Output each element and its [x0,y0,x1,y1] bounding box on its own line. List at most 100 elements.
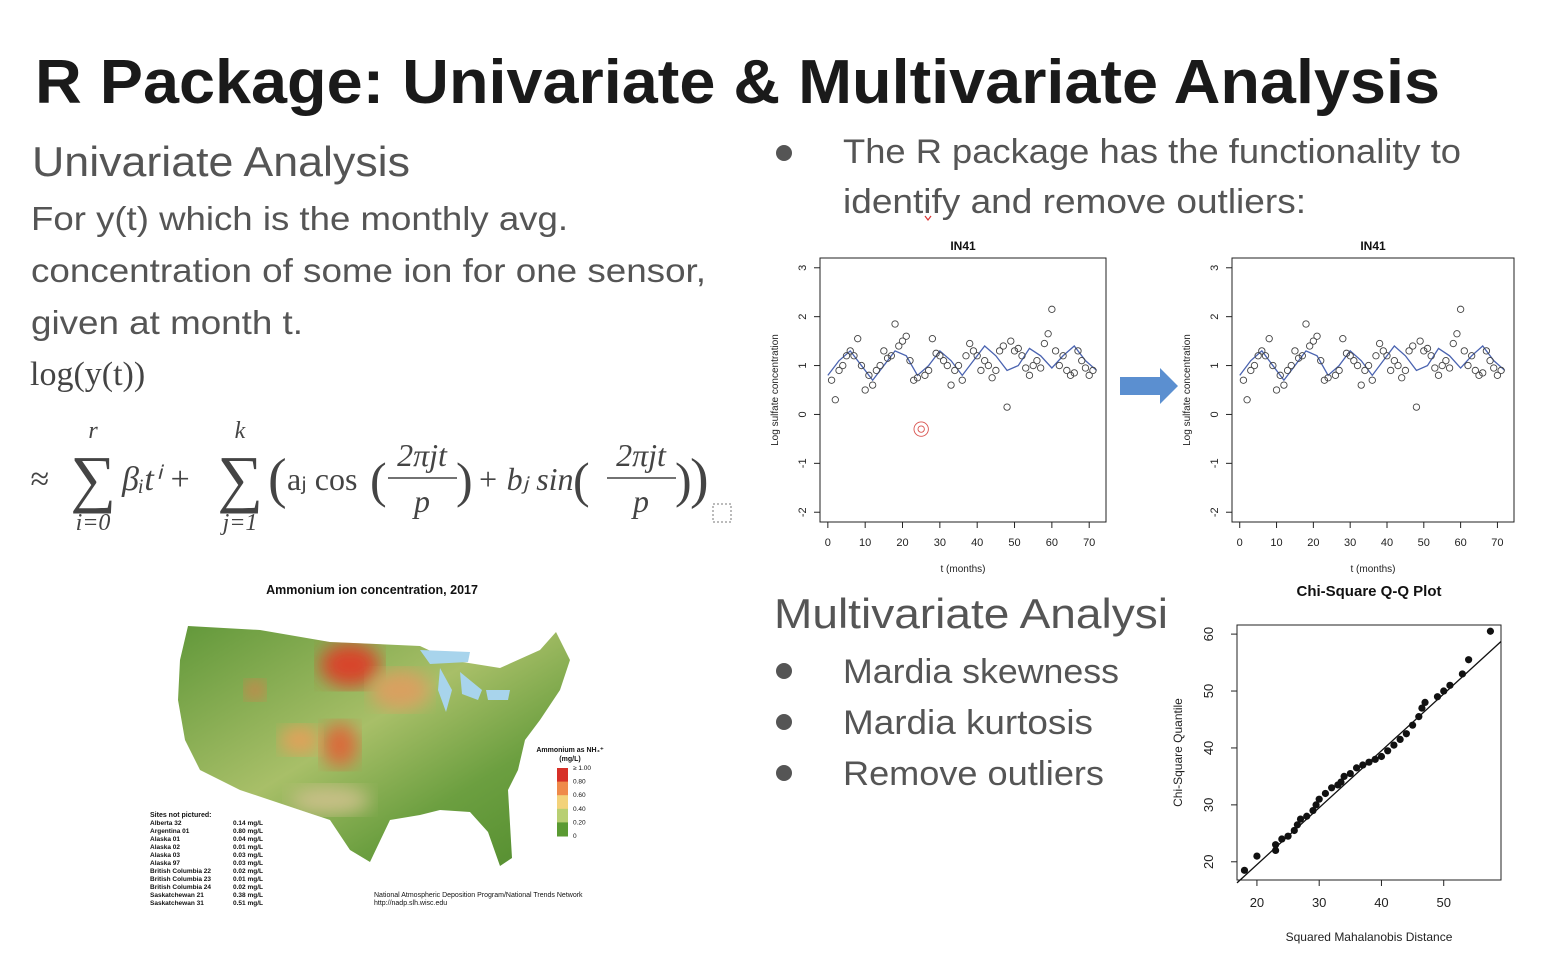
data-point [921,371,929,379]
x-tick-label: 10 [859,537,871,549]
data-point [895,342,903,350]
fraction-denominator: p [412,483,430,519]
data-point [943,361,951,370]
data-point [1240,866,1249,874]
data-point [880,347,888,355]
y-tick-label: 40 [1201,741,1216,755]
y-tick-label: 60 [1201,627,1216,641]
site-value: 0.03 mg/L [233,860,263,867]
data-point [1278,835,1286,843]
data-point [1486,357,1494,365]
data-point [1250,361,1259,370]
data-point [1408,721,1417,729]
data-point [1014,344,1022,353]
legend-tick-label: 0.40 [573,806,586,813]
paren: ) [456,452,473,508]
data-point [910,376,918,384]
sum-lower: j=1 [220,510,258,536]
data-point [1339,335,1347,343]
x-tick-label: 20 [1307,537,1319,549]
data-point [1465,656,1473,664]
plot-title: Chi-Square Q-Q Plot [1296,583,1441,600]
x-tick-label: 50 [1008,537,1020,549]
data-point [1420,347,1428,355]
legend-swatch [557,822,568,837]
data-point [1401,366,1410,375]
data-point [984,361,993,370]
data-point [966,339,974,348]
data-point [1464,361,1472,370]
site-name: Alaska 01 [150,836,180,843]
x-tick-label: 40 [1374,895,1388,910]
site-name: British Columbia 23 [150,876,211,883]
y-tick-label: 0 [1209,411,1221,417]
x-tick-label: 30 [934,537,946,549]
sum-upper: k [235,418,246,444]
site-value: 0.80 mg/L [233,828,263,835]
data-point [1412,403,1421,411]
x-axis-label: t (months) [1350,564,1395,575]
data-point [872,366,881,375]
x-tick-label: 20 [896,537,908,549]
data-point [1493,371,1502,379]
data-point [891,320,899,328]
site-value: 0.02 mg/L [233,884,263,891]
x-tick-label: 0 [1237,537,1243,549]
data-point [1440,687,1448,695]
data-point [1272,841,1280,849]
data-point [1029,361,1037,370]
formula-term: βᵢtⁱ + [121,461,191,498]
data-point [1078,357,1086,365]
data-point [1458,670,1466,678]
data-point [1025,371,1034,379]
y-tick-label: 20 [1201,855,1216,869]
y-tick-label: 1 [797,362,809,368]
y-tick-label: -1 [1209,458,1221,468]
y-axis-label: Log sulfate concentration [770,334,781,446]
bullet-text: identify and remove outliers: [843,183,1306,221]
slide-title: R Package: Univariate & Multivariate Ana… [35,48,1440,117]
bullet [776,765,792,781]
data-point [988,374,996,382]
data-point [1321,789,1330,798]
y-tick-label: -1 [797,458,809,468]
data-point [1055,361,1063,370]
fraction-denominator: p [631,483,649,519]
data-point [992,366,1000,375]
data-point [1427,352,1435,360]
site-name: Alaska 97 [150,860,180,867]
data-point [839,361,847,370]
data-point [1081,364,1090,372]
map-title: Ammonium ion concentration, 2017 [266,583,478,597]
data-point [973,352,981,360]
data-point [1291,347,1299,355]
y-tick-label: 2 [1209,314,1221,320]
data-point [857,361,866,370]
data-point [936,352,944,360]
data-point [1335,366,1343,375]
data-point [1372,352,1380,360]
data-point [827,376,836,384]
data-point [1044,330,1052,338]
data-point [1377,752,1386,761]
data-point [1453,330,1461,338]
data-point [1449,339,1457,348]
data-point [1280,381,1288,389]
x-axis-label: Squared Mahalanobis Distance [1286,930,1453,944]
bullet [776,145,792,161]
data-point [969,347,978,355]
y-tick-label: 50 [1201,684,1216,698]
data-point [883,354,892,362]
data-point [1070,369,1078,377]
y-tick-label: -2 [1209,507,1221,517]
data-point [1294,354,1303,362]
legend-tick-label: 0.80 [573,779,586,786]
data-point [1415,713,1423,721]
data-point [1445,364,1454,372]
data-point [995,347,1004,355]
data-point [977,366,985,375]
legend-tick-label: ≥ 1.00 [573,765,591,772]
paren: ) [675,452,692,508]
